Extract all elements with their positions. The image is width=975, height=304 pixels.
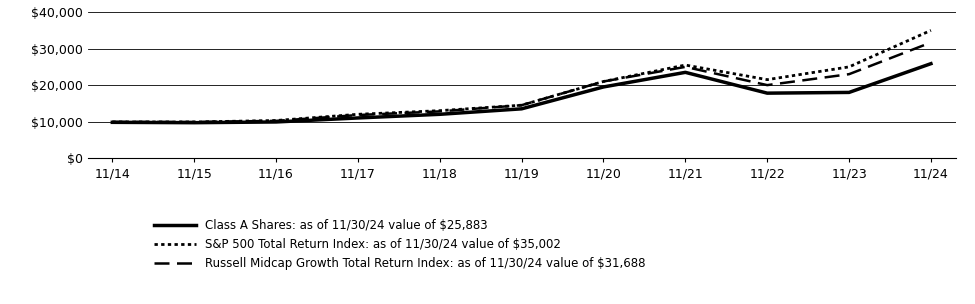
Legend: Class A Shares: as of 11/30/24 value of $25,883, S&P 500 Total Return Index: as : Class A Shares: as of 11/30/24 value of … — [154, 219, 645, 270]
